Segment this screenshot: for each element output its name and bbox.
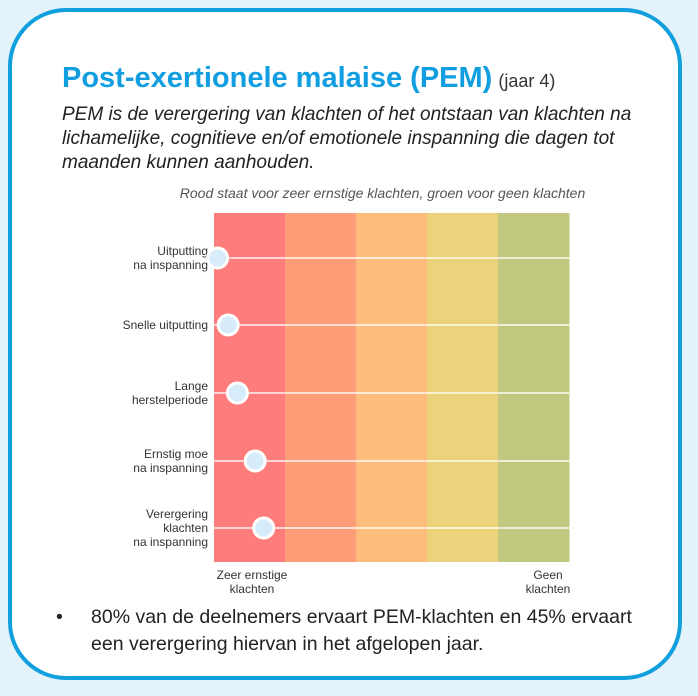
- severity-band-2: [285, 213, 357, 562]
- category-label-4: Ernstig moe na inspanning: [133, 447, 208, 475]
- summary-bullet: • 80% van de deelnemers ervaart PEM-klac…: [56, 604, 666, 658]
- bullet-marker: •: [56, 606, 63, 628]
- data-point-1: [206, 246, 230, 270]
- data-point-2: [216, 313, 240, 337]
- intro-text: PEM is de verergering van klachten of he…: [62, 104, 632, 173]
- severity-band-4: [427, 213, 499, 562]
- category-label-3: Lange herstelperiode: [132, 379, 208, 407]
- x-label-high: Geen klachten: [526, 568, 571, 596]
- chart-title: Rood staat voor zeer ernstige klachten, …: [179, 185, 586, 201]
- title-text: Post-exertionele malaise (PEM): [62, 62, 493, 94]
- title-year: (jaar 4): [498, 71, 556, 91]
- severity-band-1: [214, 213, 286, 562]
- category-label-2: Snelle uitputting: [123, 318, 208, 332]
- data-point-5: [252, 516, 276, 540]
- x-label-low: Zeer ernstige klachten: [217, 568, 288, 596]
- severity-band-3: [356, 213, 428, 562]
- category-label-5: Verergering klachten na inspanning: [133, 507, 208, 549]
- severity-band-5: [498, 213, 570, 562]
- data-point-3: [225, 381, 249, 405]
- page-title: Post-exertionele malaise (PEM) (jaar 4): [62, 62, 555, 95]
- bullet-text: 80% van de deelnemers ervaart PEM-klacht…: [91, 606, 632, 655]
- category-label-1: Uitputting na inspanning: [133, 244, 208, 272]
- data-point-4: [243, 449, 267, 473]
